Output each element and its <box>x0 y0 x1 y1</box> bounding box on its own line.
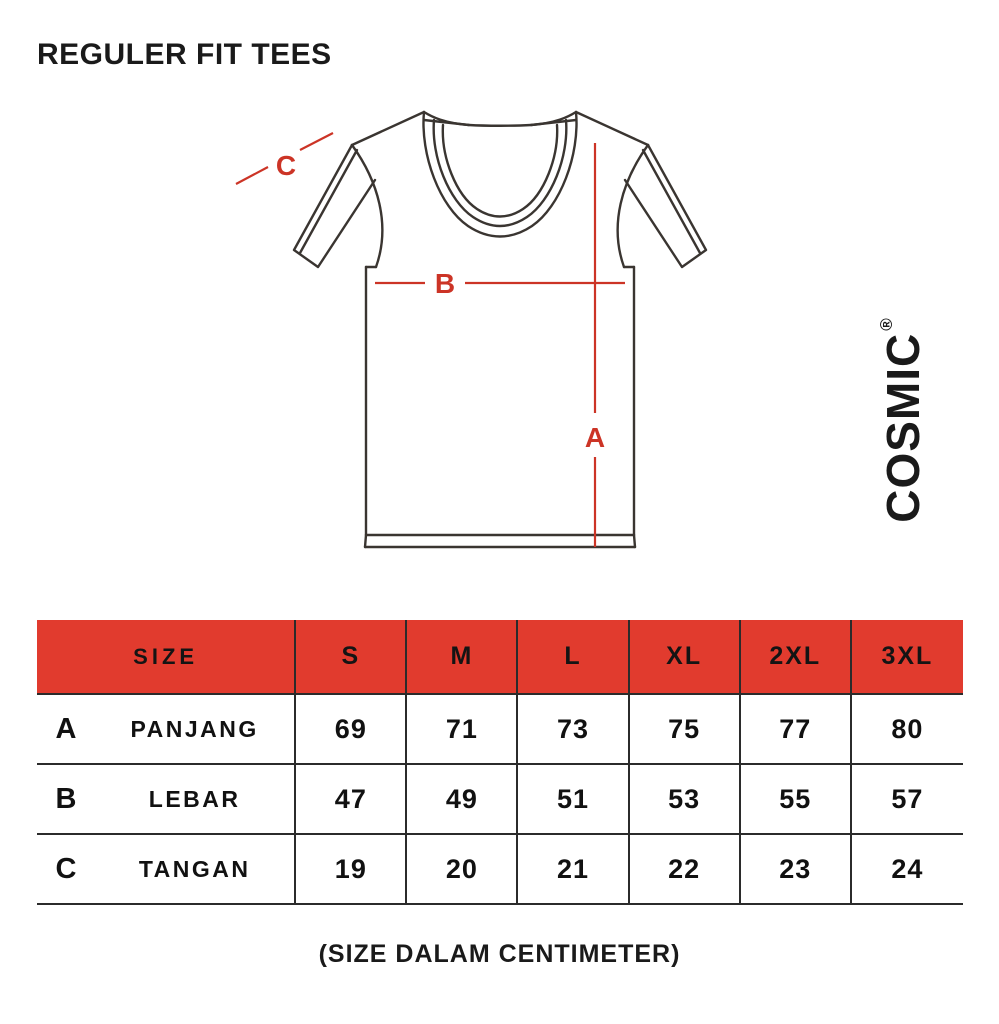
tshirt-illustration-svg: A B C <box>235 110 708 549</box>
measurement-lines-group <box>235 132 625 547</box>
table-row: A PANJANG 69 71 73 75 77 80 <box>37 693 963 764</box>
measure-label-c: C <box>276 150 296 181</box>
table-header: SIZE S M L XL 2XL 3XL <box>37 620 963 694</box>
brand-logo: COSMIC ® <box>838 290 968 550</box>
header-cell-s: S <box>295 620 408 694</box>
cell-a-s: 69 <box>295 693 408 764</box>
row-letter-c: C <box>37 833 96 905</box>
collar-outer-top <box>422 110 578 127</box>
cell-a-m: 71 <box>406 693 519 764</box>
cell-c-2xl: 23 <box>739 833 852 905</box>
left-armhole-curve <box>350 143 384 269</box>
cell-b-s: 47 <box>295 763 408 834</box>
cell-a-2xl: 77 <box>739 693 852 764</box>
header-cell-2xl: 2XL <box>739 620 852 694</box>
tshirt-outline-group <box>292 110 708 549</box>
cell-c-s: 19 <box>295 833 408 905</box>
left-shoulder-top-line <box>350 110 426 147</box>
cell-a-3xl: 80 <box>850 693 963 764</box>
table-body: A PANJANG 69 71 73 75 77 80 B LEBAR 47 4… <box>37 693 963 905</box>
measure-line-c-upper <box>299 132 334 151</box>
row-letter-b: B <box>37 763 96 834</box>
cell-c-xl: 22 <box>628 833 741 905</box>
header-row: SIZE S M L XL 2XL 3XL <box>37 620 963 694</box>
cell-b-2xl: 55 <box>739 763 852 834</box>
cell-a-l: 73 <box>517 693 630 764</box>
cell-b-l: 51 <box>517 763 630 834</box>
header-cell-m: M <box>406 620 519 694</box>
cell-b-xl: 53 <box>628 763 741 834</box>
measure-line-c-lower <box>235 166 269 185</box>
right-armhole-curve <box>616 143 650 269</box>
hem-right-cap <box>632 533 637 549</box>
registered-trademark-icon: ® <box>877 317 896 331</box>
right-shoulder-top-line <box>574 110 650 147</box>
left-cuff-line <box>298 148 359 255</box>
header-cell-xl: XL <box>628 620 741 694</box>
page-title: REGULER FIT TEES <box>37 38 332 71</box>
right-sleeve-outline <box>623 143 708 269</box>
row-name-lebar: LEBAR <box>95 763 297 834</box>
measure-label-a: A <box>585 422 605 453</box>
row-name-panjang: PANJANG <box>95 693 297 764</box>
collar-rib-line <box>441 123 559 218</box>
row-name-tangan: TANGAN <box>95 833 297 905</box>
hem-left-cap <box>363 533 368 549</box>
left-sleeve-outline <box>292 143 377 269</box>
cell-a-xl: 75 <box>628 693 741 764</box>
size-chart-table: SIZE S M L XL 2XL 3XL A PANJANG 69 71 73… <box>37 620 963 905</box>
cell-c-3xl: 24 <box>850 833 963 905</box>
table-row: B LEBAR 47 49 51 53 55 57 <box>37 763 963 834</box>
collar-inner-curve <box>432 118 568 228</box>
row-letter-a: A <box>37 693 96 764</box>
table-row: C TANGAN 19 20 21 22 23 24 <box>37 833 963 905</box>
header-cell-size: SIZE <box>37 620 297 694</box>
cell-b-3xl: 57 <box>850 763 963 834</box>
cell-c-l: 21 <box>517 833 630 905</box>
tshirt-diagram: A B C <box>0 95 999 585</box>
header-cell-l: L <box>517 620 630 694</box>
header-cell-3xl: 3XL <box>850 620 963 694</box>
cell-b-m: 49 <box>406 763 519 834</box>
right-cuff-line <box>641 148 702 255</box>
cell-c-m: 20 <box>406 833 519 905</box>
brand-name: COSMIC <box>877 332 929 523</box>
measure-label-b: B <box>435 268 455 299</box>
unit-note: (SIZE DALAM CENTIMETER) <box>318 940 681 968</box>
collar-outer-curve <box>422 110 578 238</box>
